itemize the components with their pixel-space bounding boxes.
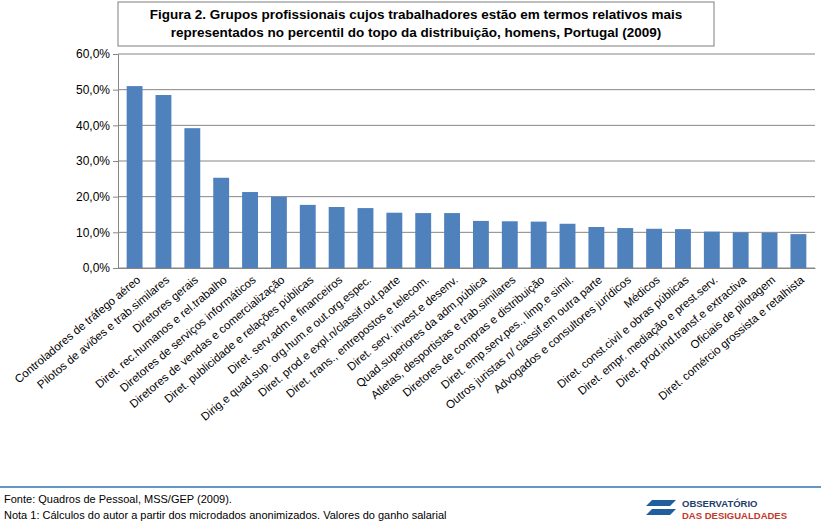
chart: Figura 2. Grupos profissionais cujos tra…	[0, 0, 821, 528]
note: Nota 1: Cálculos do autor a partir dos m…	[4, 509, 447, 521]
bar	[300, 205, 316, 268]
grid-line	[118, 54, 815, 55]
y-tick-mark	[113, 268, 118, 269]
y-tick-mark	[113, 232, 118, 233]
logo-icon	[646, 500, 676, 515]
title-frame	[118, 2, 714, 46]
y-tick-mark	[113, 125, 118, 126]
bar	[617, 228, 633, 268]
y-tick-label: 20,0%	[76, 190, 110, 204]
bar	[271, 197, 287, 268]
y-tick: 0,0%	[83, 261, 118, 275]
title-box: Figura 2. Grupos profissionais cujos tra…	[118, 2, 714, 46]
x-axis: Controladores de tráfego aéreoPilotos de…	[12, 268, 815, 423]
y-tick: 10,0%	[76, 226, 118, 240]
bar	[358, 208, 374, 268]
bar	[646, 229, 662, 268]
bar	[704, 232, 720, 268]
bar	[473, 221, 489, 268]
bar	[213, 178, 229, 268]
bar	[386, 213, 402, 268]
title: Figura 2. Grupos profissionais cujos tra…	[150, 7, 683, 22]
y-tick-mark	[113, 161, 118, 162]
logo-text: DAS DESIGUALDADES	[682, 510, 787, 521]
y-tick-mark	[113, 54, 118, 55]
bar	[560, 224, 576, 268]
y-tick-label: 60,0%	[76, 47, 110, 61]
bar	[531, 222, 547, 268]
y-tick: 20,0%	[76, 190, 118, 204]
plot: 0,0% 10,0% 20,0% 30,0% 40,0% 50,0% 60,0% Contro…	[12, 47, 815, 422]
bar	[444, 213, 460, 268]
grid-line	[118, 161, 815, 162]
bar	[675, 229, 691, 268]
bars	[127, 86, 807, 268]
grid-line	[118, 89, 815, 90]
logo: OBSERVATÓRIODAS DESIGUALDADES	[646, 498, 787, 521]
x-axis-line	[119, 268, 816, 269]
bar	[733, 232, 749, 268]
y-tick-label: 40,0%	[76, 119, 110, 133]
bar	[329, 207, 345, 268]
bar	[156, 95, 172, 268]
bar	[127, 86, 143, 268]
bar	[415, 213, 431, 268]
y-tick: 30,0%	[76, 154, 118, 168]
footer-rule	[0, 486, 821, 488]
y-axis: 0,0% 10,0% 20,0% 30,0% 40,0% 50,0% 60,0%	[76, 47, 119, 275]
y-tick-label: 0,0%	[83, 261, 111, 275]
bar	[502, 221, 518, 268]
y-tick-mark	[113, 90, 118, 91]
bar	[242, 192, 258, 268]
source: Fonte: Quadros de Pessoal, MSS/GEP (2009…	[4, 493, 232, 505]
y-axis-line	[113, 55, 119, 269]
grid	[118, 54, 815, 268]
y-tick-mark	[113, 197, 118, 198]
y-tick-label: 50,0%	[76, 83, 110, 97]
x-tick-label: Diret. comércio grossista e retalhista	[656, 273, 807, 402]
y-tick: 40,0%	[76, 119, 118, 133]
y-tick-label: 30,0%	[76, 154, 110, 168]
bar	[184, 128, 200, 268]
y-tick: 60,0%	[76, 47, 118, 61]
x-tick: Diret. comércio grossista e retalhista	[656, 268, 807, 402]
title: representados no percentil do topo da di…	[171, 25, 662, 40]
bar	[790, 234, 806, 268]
bar	[762, 233, 778, 268]
grid-line	[118, 125, 815, 126]
footer: Fonte: Quadros de Pessoal, MSS/GEP (2009…	[0, 487, 821, 521]
bar	[588, 227, 604, 268]
y-tick: 50,0%	[76, 83, 118, 97]
y-tick-label: 10,0%	[76, 226, 110, 240]
logo-text: OBSERVATÓRIO	[682, 498, 757, 509]
